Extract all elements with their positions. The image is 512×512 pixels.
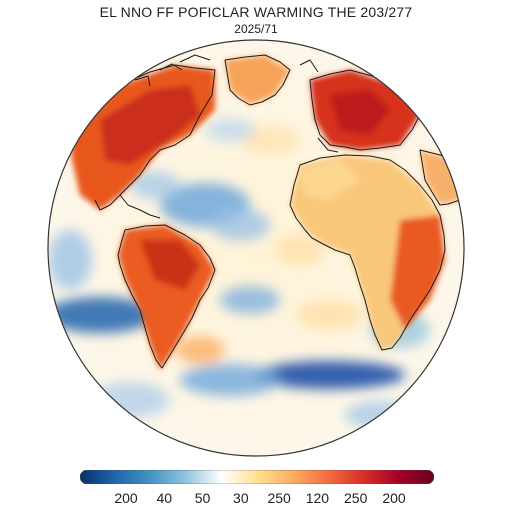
colorbar-tick-label: 200 [114,490,138,506]
colorbar-tick-label: 50 [194,490,211,506]
map-subtitle: 2025/71 [234,22,278,36]
map-title: EL NNO FF POFICLAR WARMING THE 203/277 [99,4,413,20]
colorbar-tick-label: 120 [305,490,330,506]
colorbar-tick-label: 200 [382,490,406,506]
globe-body [48,40,464,456]
colorbar [80,470,434,484]
globe-outline [47,39,465,457]
colorbar-tick-label: 30 [233,490,249,506]
coastlines [69,54,461,369]
colorbar-tick-label: 250 [344,490,368,506]
colorbar-tick-label: 250 [267,490,291,506]
colorbar-tick-label: 40 [156,490,173,506]
